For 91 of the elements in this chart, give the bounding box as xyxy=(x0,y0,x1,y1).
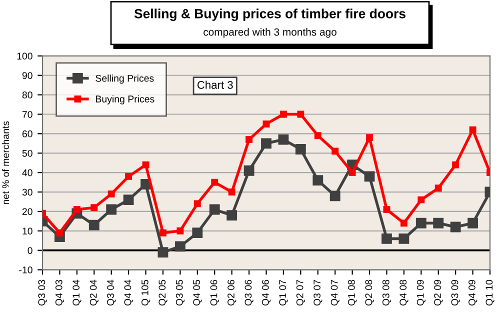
x-tick-label: Q1 09 xyxy=(416,280,426,306)
annotation: Chart 3 xyxy=(197,80,233,89)
y-tick-label: 20 xyxy=(22,208,32,216)
point xyxy=(73,206,80,213)
point xyxy=(209,204,220,215)
point xyxy=(192,228,203,238)
point xyxy=(312,175,324,186)
x-tick-label: Q2 09 xyxy=(434,280,443,306)
y-tick-label: 0 xyxy=(28,247,32,254)
point xyxy=(261,138,272,149)
x-tick-label: Q3 05 xyxy=(176,280,185,306)
point xyxy=(278,134,289,145)
legend-label: Buying Prices xyxy=(96,95,154,104)
y-tick-label: 10 xyxy=(22,228,32,235)
x-tick-label: Q3 06 xyxy=(244,280,254,306)
x-tick-label: Q4 07 xyxy=(330,280,340,306)
x-tick-label: Q1 06 xyxy=(210,280,219,306)
point xyxy=(433,218,444,228)
x-tick-label: Q1 08 xyxy=(348,280,357,306)
point xyxy=(348,169,356,176)
chart-title: Selling & Buying prices of timber fire doors xyxy=(134,8,406,21)
point xyxy=(295,144,306,154)
x-tick-label: Q4 04 xyxy=(124,280,133,306)
point xyxy=(106,204,117,215)
point xyxy=(108,190,115,198)
x-tick-label: Q1 04 xyxy=(72,280,82,306)
y-axis-title: net % of merchants xyxy=(2,121,10,204)
point xyxy=(366,134,373,142)
y-tick-label: 30 xyxy=(22,188,32,196)
y-tick-label: 100 xyxy=(17,52,32,60)
point xyxy=(434,184,442,192)
point xyxy=(468,218,478,228)
point xyxy=(90,204,98,212)
point xyxy=(332,148,339,155)
x-tick-label: Q1 10 xyxy=(486,280,494,306)
point xyxy=(452,161,460,168)
point xyxy=(125,172,132,180)
x-tick-label: Q3 07 xyxy=(314,280,322,306)
x-tick-label: Q3 04 xyxy=(107,280,116,306)
x-tick-label: Q4 06 xyxy=(262,280,271,306)
y-tick-label: 70 xyxy=(22,110,32,118)
point xyxy=(176,227,184,234)
y-tick-label: 90 xyxy=(22,72,32,79)
point xyxy=(174,241,186,252)
point xyxy=(383,206,390,213)
point xyxy=(194,200,201,208)
point xyxy=(262,120,270,128)
point xyxy=(314,132,322,140)
point xyxy=(158,247,168,258)
x-tick-label: Q4 05 xyxy=(193,280,202,306)
y-tick-label: 40 xyxy=(22,169,32,176)
point xyxy=(211,178,218,186)
point xyxy=(88,220,100,230)
x-tick-label: Q2 05 xyxy=(158,280,168,306)
point xyxy=(246,136,253,143)
x-tick-label: Q2 06 xyxy=(228,280,236,306)
x-tick-label: Q1 07 xyxy=(279,280,288,306)
point xyxy=(123,194,134,205)
point xyxy=(469,126,476,134)
point xyxy=(364,171,375,182)
y-tick-label: 60 xyxy=(22,130,32,138)
x-tick-label: Q2 08 xyxy=(365,280,374,306)
x-tick-label: Q4 08 xyxy=(400,280,408,306)
point xyxy=(56,229,64,236)
point xyxy=(160,229,166,236)
point xyxy=(416,218,426,228)
chart-subtitle: compared with 3 months ago xyxy=(204,28,336,38)
x-tick-label: Q4 03 xyxy=(55,280,64,306)
x-tick-label: Q4 09 xyxy=(468,280,478,306)
y-tick-label: 80 xyxy=(22,92,32,98)
x-tick-label: Q2 04 xyxy=(90,280,98,306)
point xyxy=(398,233,410,244)
point xyxy=(382,233,392,244)
x-tick-label: Q3 09 xyxy=(451,280,460,306)
point xyxy=(244,165,254,176)
point xyxy=(280,110,287,118)
y-tick-label: 50 xyxy=(22,150,32,157)
y-tick-label: -10 xyxy=(19,266,32,274)
point xyxy=(297,110,304,118)
x-tick-label: Q3 03 xyxy=(38,280,47,306)
x-tick-label: Q2 07 xyxy=(296,280,306,306)
x-tick-label: Q3 08 xyxy=(382,280,392,306)
point xyxy=(330,190,340,202)
point xyxy=(450,222,461,232)
x-tick-label: Q 105 xyxy=(141,280,150,306)
point xyxy=(400,220,408,227)
point xyxy=(226,210,238,221)
point xyxy=(418,196,425,204)
point xyxy=(228,188,236,196)
legend-label: Selling Prices xyxy=(96,74,154,84)
point xyxy=(142,161,150,168)
